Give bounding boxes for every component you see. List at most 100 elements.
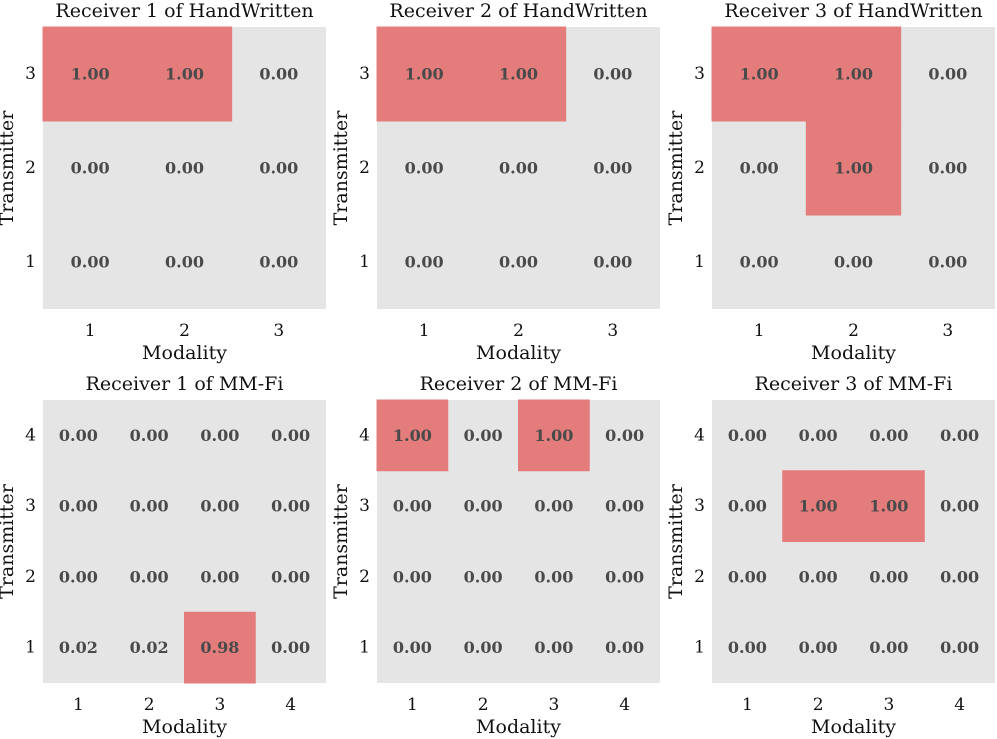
cell-value-label: 0.00 (534, 497, 573, 516)
x-tick-label: 1 (754, 321, 765, 341)
cell-value-label: 0.00 (869, 638, 908, 657)
x-tick-label: 1 (419, 321, 430, 341)
cell-value-label: 0.00 (393, 567, 432, 586)
y-tick-label: 2 (25, 158, 36, 178)
cell-value-label: 0.00 (71, 253, 110, 272)
cell-value-label: 0.00 (940, 638, 979, 657)
cell-value-label: 0.00 (59, 497, 98, 516)
cell-value-label: 0.00 (869, 567, 908, 586)
x-tick-label: 2 (813, 695, 824, 715)
y-tick-label: 2 (359, 567, 370, 587)
cell-value-label: 0.00 (593, 253, 632, 272)
cell-value-label: 1.00 (165, 65, 204, 84)
y-tick-label: 3 (359, 64, 370, 84)
x-tick-label: 1 (73, 695, 84, 715)
cell-value-label: 0.00 (534, 638, 573, 657)
y-axis-label: Transmitter (0, 483, 18, 599)
y-tick-label: 3 (359, 496, 370, 516)
x-tick-label: 1 (85, 321, 96, 341)
x-tick-label: 3 (883, 695, 894, 715)
cell-value-label: 0.00 (728, 426, 767, 445)
cell-value-label: 0.00 (728, 497, 767, 516)
chart-title: Receiver 2 of MM-Fi (420, 373, 618, 395)
cell-value-label: 0.00 (593, 159, 632, 178)
y-tick-label: 4 (694, 425, 705, 445)
cell-value-label: 0.00 (728, 638, 767, 657)
cell-value-label: 0.00 (130, 497, 169, 516)
cell-value-label: 0.00 (799, 567, 838, 586)
cell-value-label: 1.00 (869, 497, 908, 516)
cell-value-label: 0.00 (605, 638, 644, 657)
cell-value-label: 1.00 (799, 497, 838, 516)
cell-value-label: 0.00 (271, 638, 310, 657)
x-axis-label: Modality (811, 716, 896, 738)
x-tick-label: 4 (619, 695, 630, 715)
heatmap-cell (136, 26, 233, 122)
cell-value-label: 0.00 (464, 638, 503, 657)
y-tick-label: 2 (25, 567, 36, 587)
cell-value-label: 0.00 (869, 426, 908, 445)
y-axis-label: Transmitter (0, 110, 18, 226)
cell-value-label: 0.00 (464, 497, 503, 516)
cell-value-label: 0.00 (59, 426, 98, 445)
cell-value-label: 0.00 (165, 253, 204, 272)
heatmap-cell (376, 399, 449, 472)
y-tick-label: 4 (25, 425, 36, 445)
cell-value-label: 0.00 (834, 253, 873, 272)
cell-value-label: 0.00 (405, 159, 444, 178)
cell-value-label: 0.00 (928, 65, 967, 84)
cell-value-label: 0.00 (928, 253, 967, 272)
cell-value-label: 0.00 (464, 426, 503, 445)
cell-value-label: 0.00 (940, 426, 979, 445)
cell-value-label: 0.00 (393, 497, 432, 516)
cell-value-label: 1.00 (393, 426, 432, 445)
chart-title: Receiver 2 of HandWritten (389, 0, 647, 22)
y-tick-label: 2 (359, 158, 370, 178)
x-tick-label: 3 (273, 321, 284, 341)
cell-value-label: 0.02 (59, 638, 98, 657)
cell-value-label: 0.00 (393, 638, 432, 657)
cell-value-label: 0.00 (799, 426, 838, 445)
x-axis-label: Modality (476, 342, 561, 364)
y-tick-label: 1 (25, 252, 36, 272)
x-tick-label: 1 (407, 695, 418, 715)
y-tick-label: 1 (25, 638, 36, 658)
x-axis-label: Modality (476, 716, 561, 738)
cell-value-label: 0.00 (799, 638, 838, 657)
heatmap-cell (184, 611, 256, 684)
y-tick-label: 3 (25, 64, 36, 84)
cell-value-label: 0.00 (271, 567, 310, 586)
x-tick-label: 4 (285, 695, 296, 715)
heatmap-cell (518, 399, 590, 472)
cell-value-label: 0.00 (130, 426, 169, 445)
y-axis-label: Transmitter (665, 110, 687, 226)
x-tick-label: 2 (513, 321, 524, 341)
y-tick-label: 3 (694, 496, 705, 516)
y-axis-label: Transmitter (330, 483, 352, 599)
y-tick-label: 1 (359, 638, 370, 658)
cell-value-label: 0.00 (165, 159, 204, 178)
cell-value-label: 0.00 (940, 567, 979, 586)
chart-title: Receiver 1 of MM-Fi (86, 373, 284, 395)
cell-value-label: 0.00 (130, 567, 169, 586)
heatmap-cell (853, 470, 925, 542)
y-tick-label: 1 (694, 252, 705, 272)
heatmap-cell (805, 26, 902, 122)
cell-value-label: 0.00 (593, 65, 632, 84)
cell-value-label: 1.00 (499, 65, 538, 84)
heatmap-cell (42, 26, 138, 122)
cell-value-label: 0.00 (200, 426, 239, 445)
x-tick-label: 4 (954, 695, 965, 715)
cell-value-label: 0.98 (200, 638, 239, 657)
cell-value-label: 1.00 (534, 426, 573, 445)
heatmap-cell (376, 26, 472, 122)
heatmap-cell (470, 26, 567, 122)
cell-value-label: 0.00 (259, 253, 298, 272)
chart-title: Receiver 3 of HandWritten (724, 0, 982, 22)
cell-value-label: 0.00 (271, 497, 310, 516)
x-axis-label: Modality (142, 342, 227, 364)
cell-value-label: 0.00 (259, 159, 298, 178)
cell-value-label: 0.00 (499, 159, 538, 178)
cell-value-label: 0.00 (59, 567, 98, 586)
